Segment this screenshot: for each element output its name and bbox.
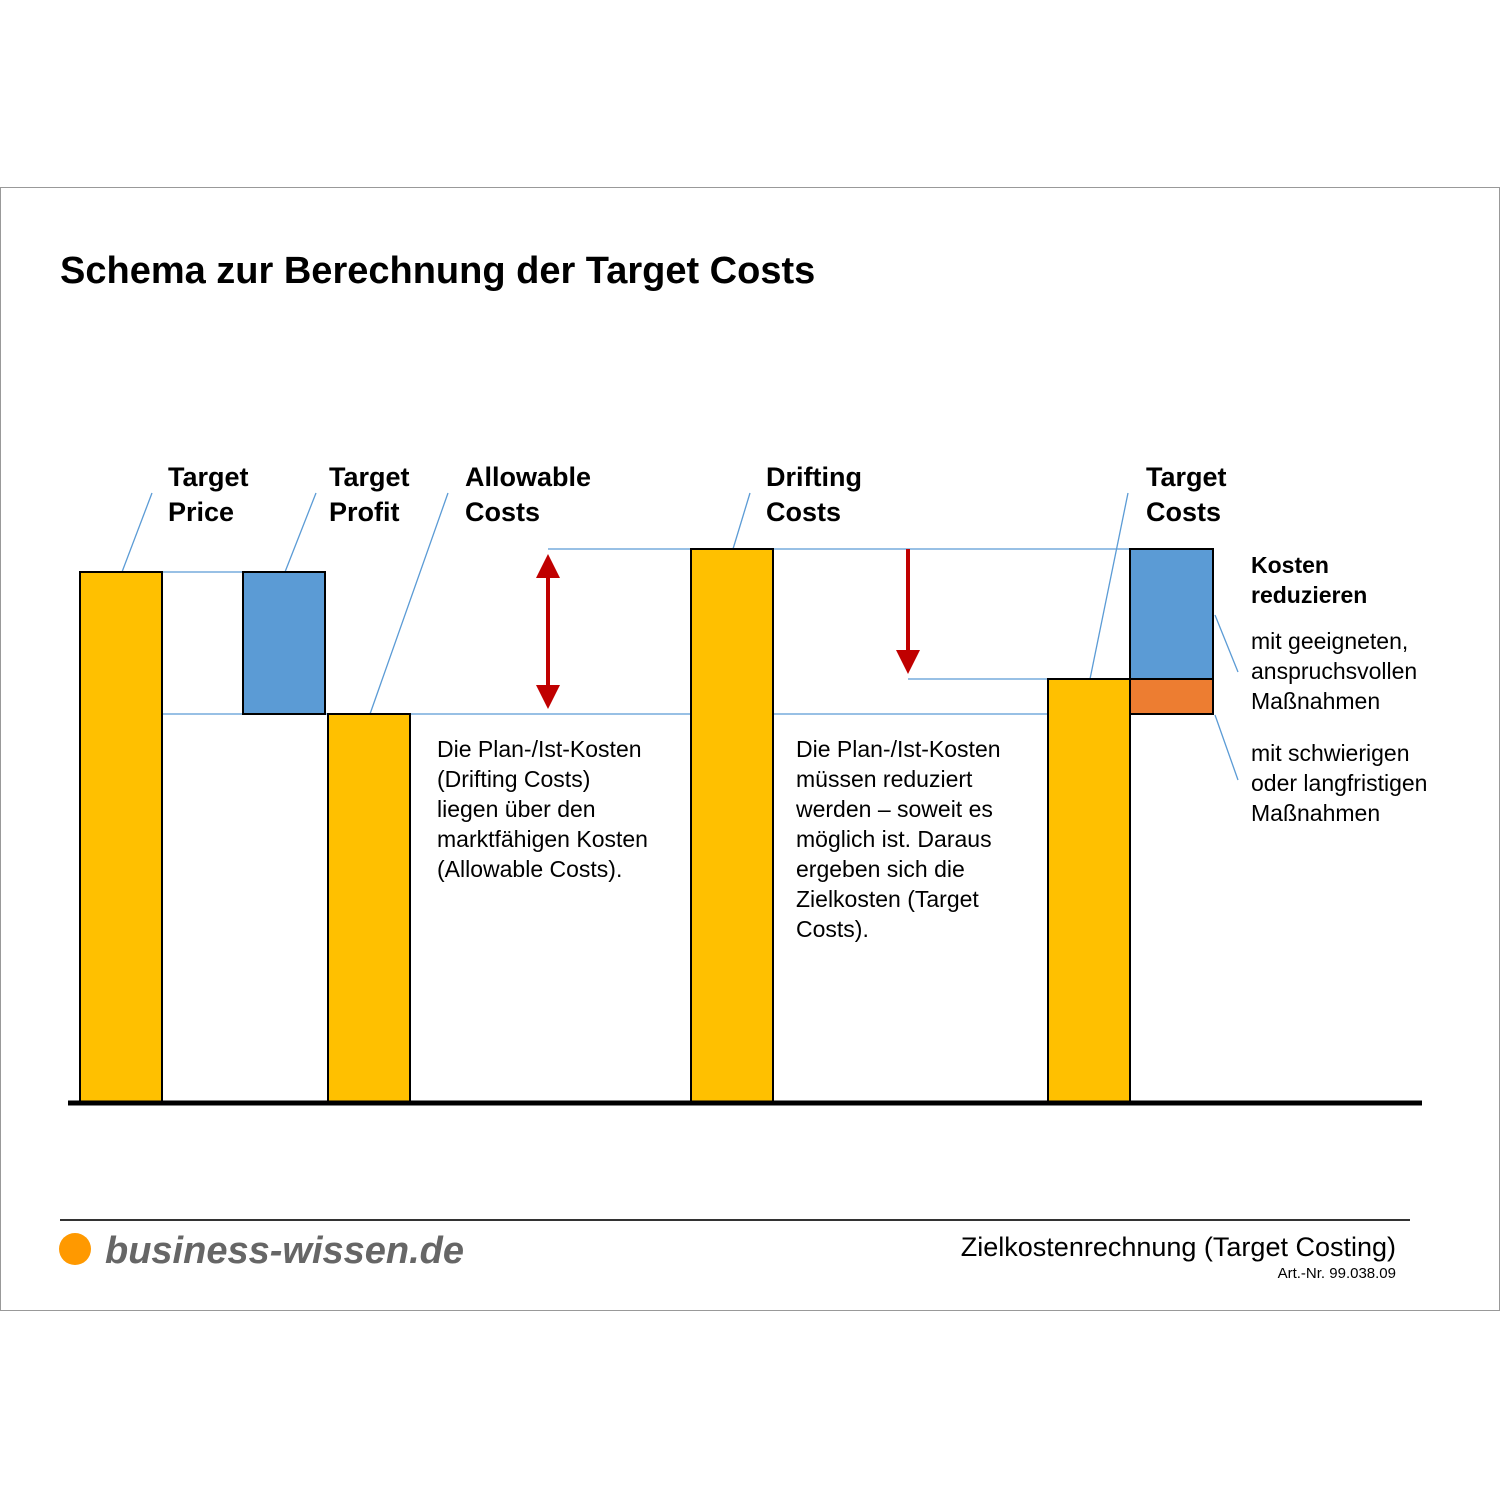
footer-subject: Zielkostenrechnung (Target Costing) — [961, 1232, 1396, 1262]
bar-label: Costs — [465, 497, 540, 527]
bar-drifting-costs — [690, 548, 774, 1103]
logo: business-wissen.de — [105, 1230, 464, 1272]
note-line: Zielkosten (Target — [796, 886, 979, 912]
title: Schema zur Berechnung der Target Costs — [60, 250, 815, 292]
bar-label: Target — [329, 462, 410, 492]
bar-label: Profit — [329, 497, 400, 527]
note-line: möglich ist. Daraus — [796, 826, 992, 852]
note-line: müssen reduziert — [796, 766, 973, 792]
note-line: Die Plan-/Ist-Kosten — [796, 736, 1001, 762]
side-item: Maßnahmen — [1251, 688, 1380, 714]
note-line: (Allowable Costs). — [437, 856, 622, 882]
side-item: anspruchsvollen — [1251, 658, 1417, 684]
bar-target-price — [79, 571, 163, 1103]
bar-label: Target — [168, 462, 249, 492]
bar-label: Drifting — [766, 462, 862, 492]
note-line: ergeben sich die — [796, 856, 965, 882]
bar-label: Costs — [766, 497, 841, 527]
note-line: marktfähigen Kosten — [437, 826, 648, 852]
bar-label: Price — [168, 497, 234, 527]
bar-label: Costs — [1146, 497, 1221, 527]
note-line: Costs). — [796, 916, 869, 942]
bar-target-profit — [242, 571, 326, 715]
note-line: liegen über den — [437, 796, 596, 822]
bar-target-costs — [1047, 678, 1131, 1103]
side-item: mit geeigneten, — [1251, 628, 1408, 654]
note-line: werden – soweit es — [795, 796, 993, 822]
side-heading: reduzieren — [1251, 582, 1367, 608]
bar-label: Target — [1146, 462, 1227, 492]
bar-reduce-hard — [1129, 678, 1214, 715]
footer-article: Art.-Nr. 99.038.09 — [1278, 1265, 1396, 1282]
note-line: Die Plan-/Ist-Kosten — [437, 736, 642, 762]
side-heading: Kosten — [1251, 552, 1329, 578]
bar-allowable-costs — [327, 713, 411, 1103]
side-item: mit schwierigen — [1251, 740, 1410, 766]
bar-reduce-easy — [1129, 548, 1214, 680]
note-line: (Drifting Costs) — [437, 766, 590, 792]
bar-label: Allowable — [465, 462, 591, 492]
side-item: oder langfristigen — [1251, 770, 1427, 796]
bars — [79, 548, 1214, 1103]
logo-dot — [59, 1233, 91, 1265]
side-item: Maßnahmen — [1251, 800, 1380, 826]
